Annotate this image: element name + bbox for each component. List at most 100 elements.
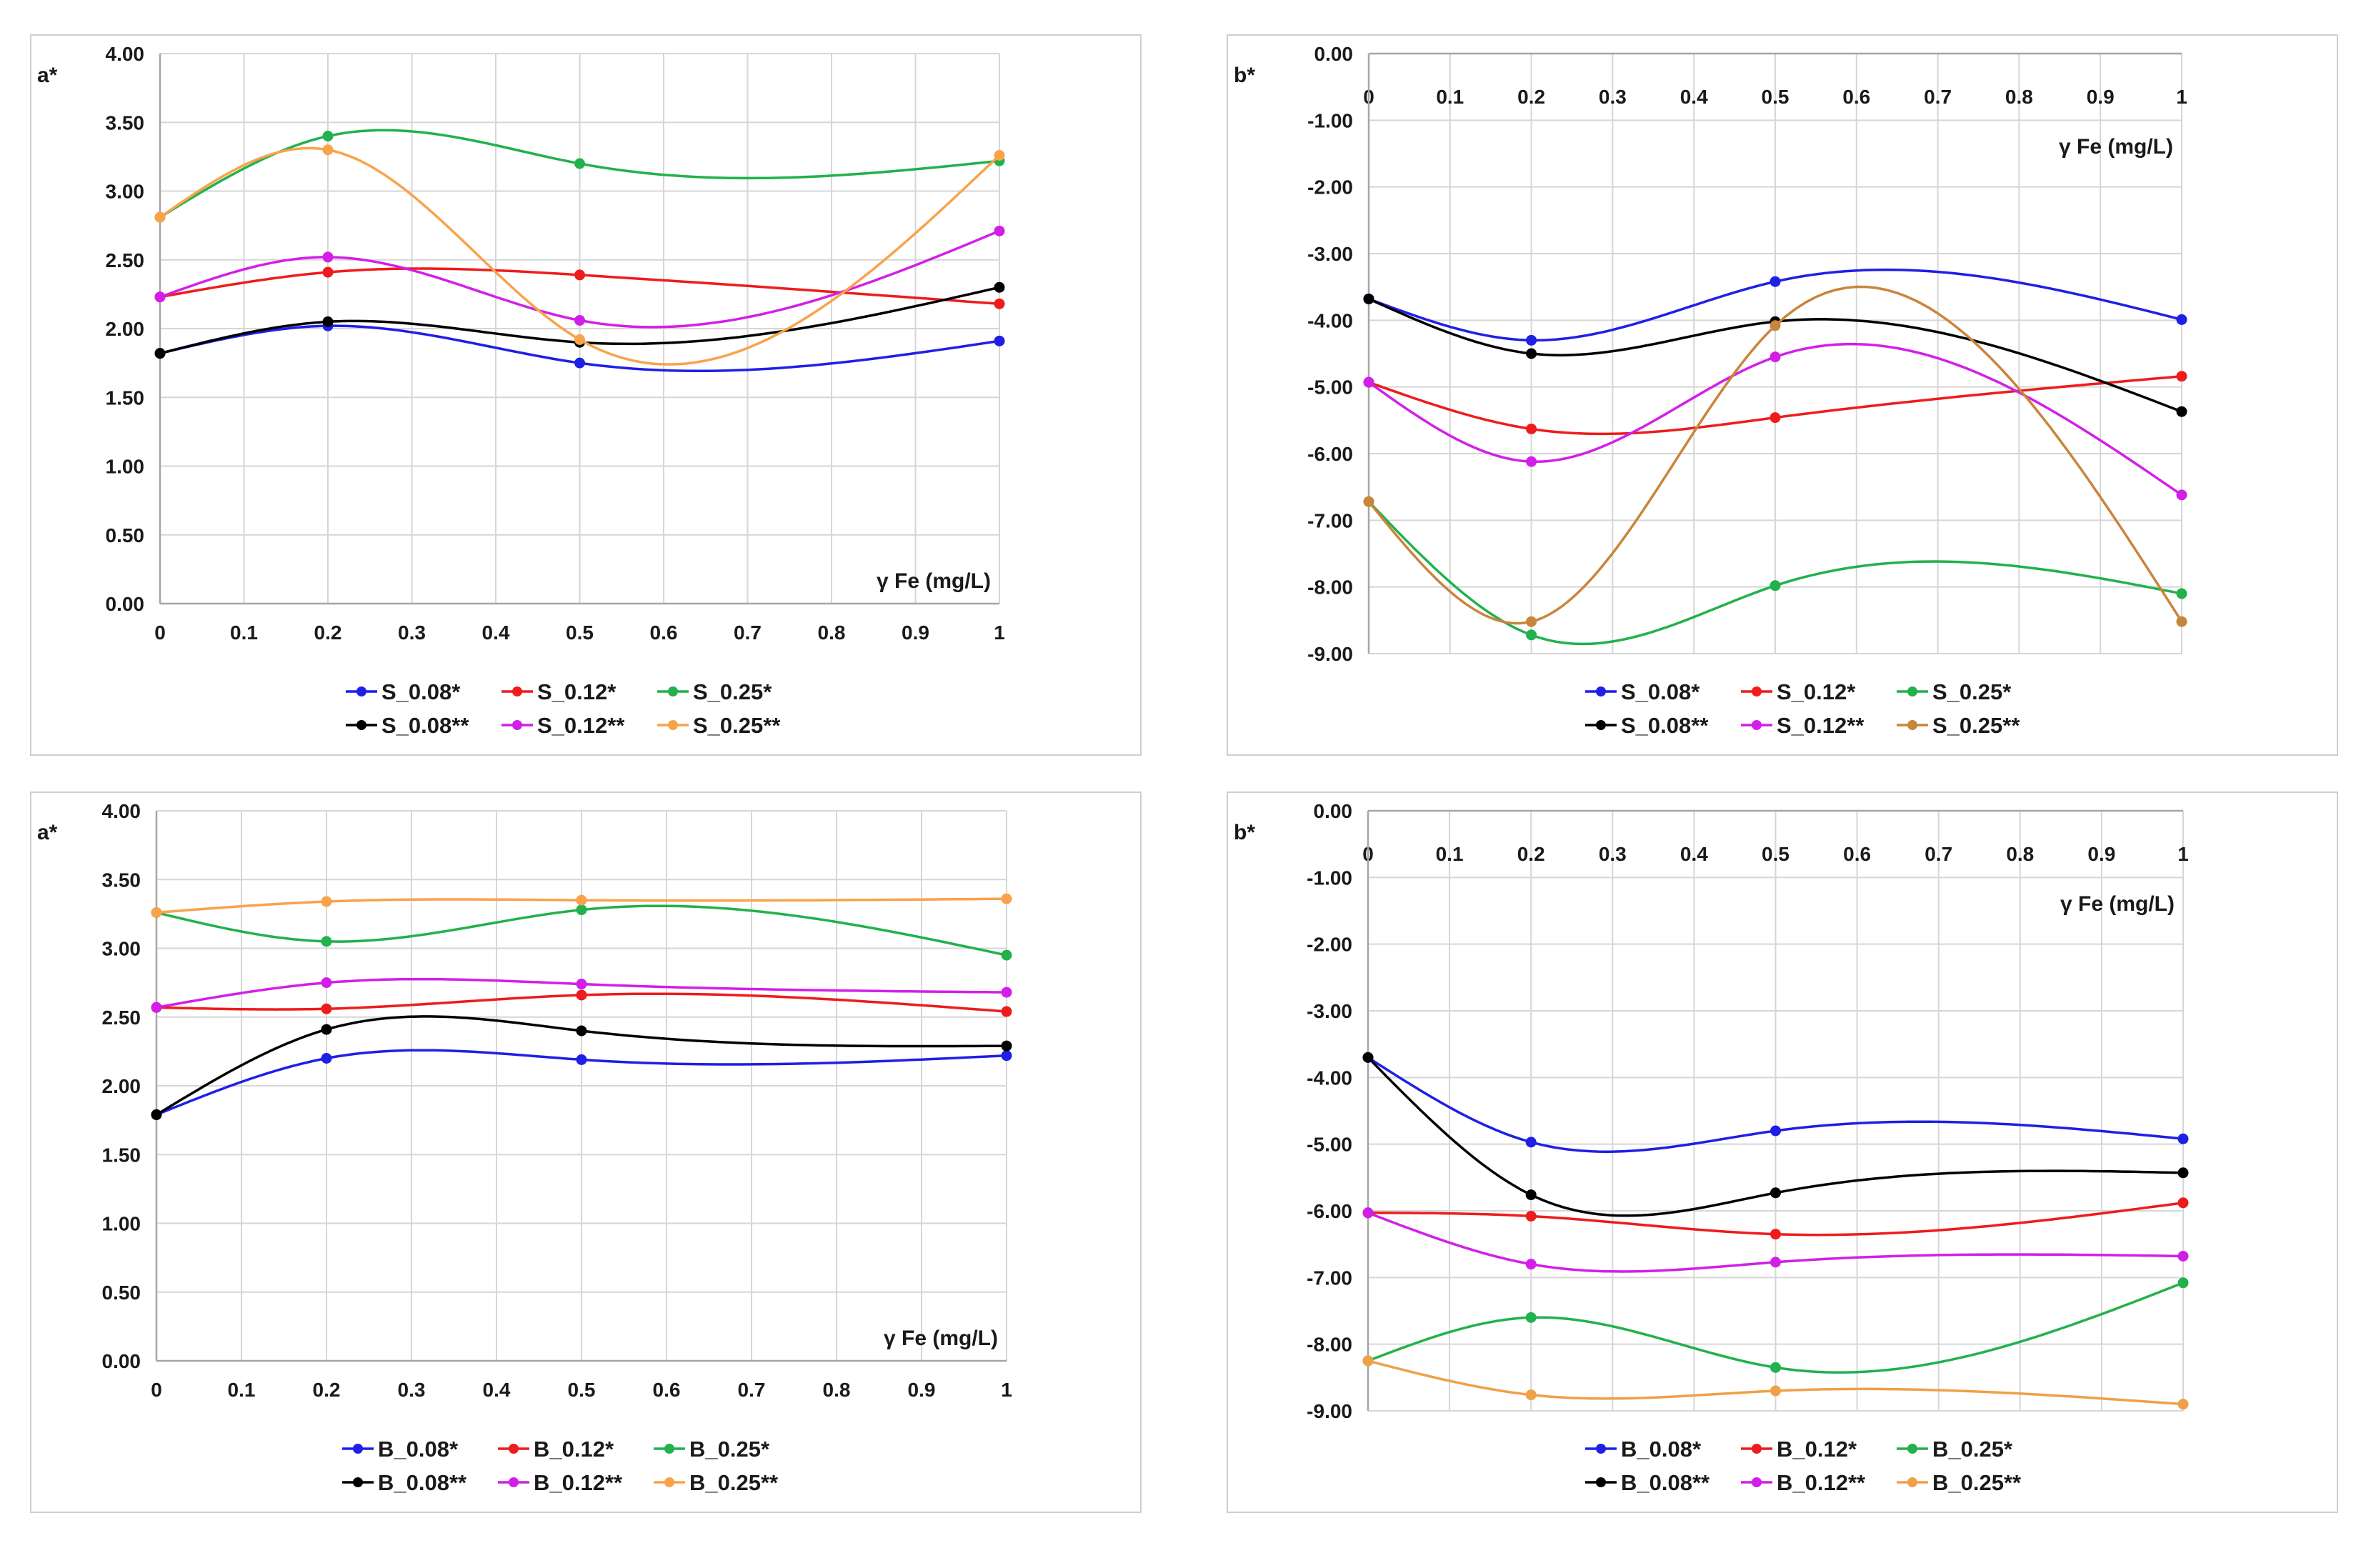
- data-point: [994, 149, 1005, 161]
- chart-panel-a-star-s: 0 0.1 0.2 0.3 0.4 0.5 0.6 0.7 0.8 0.9 1 4.00 3.50 3.0…: [30, 34, 1142, 756]
- legend-label: B_0.12**: [534, 1470, 623, 1495]
- series-line: [1367, 342, 2182, 496]
- y-tick-label: 0.00: [1314, 43, 1354, 65]
- data-point: [1001, 1006, 1012, 1017]
- data-point: [1770, 1385, 1781, 1397]
- series-line: [1367, 285, 2183, 625]
- legend-label: S_0.25**: [1932, 713, 2020, 738]
- data-point: [2176, 371, 2187, 382]
- legend-label: S_0.08*: [381, 679, 461, 704]
- series-line: [1367, 1359, 2184, 1406]
- data-point: [1525, 1210, 1537, 1222]
- legend-swatch-marker: [1752, 686, 1762, 696]
- chart-svg: 0 0.1 0.2 0.3 0.4 0.5 0.6 0.7 0.8 0.9 1 4.00 3.50 3.0…: [37, 43, 1005, 738]
- x-tick-label: 1: [2177, 843, 2189, 865]
- y-axis-label: b*: [1234, 821, 1255, 844]
- y-tick-label: 2.00: [102, 1075, 141, 1097]
- y-tick-label: 1.00: [106, 456, 145, 478]
- x-tick-label: 0.6: [650, 621, 678, 644]
- data-point: [1363, 376, 1374, 388]
- chart-svg: 00.10.20.30.40.50.60.70.80.910.00-1.00-2…: [1234, 43, 2187, 738]
- data-point: [1001, 1050, 1012, 1062]
- data-point: [1001, 1040, 1012, 1052]
- legend-swatch-marker: [1907, 720, 1917, 730]
- data-point: [1770, 1362, 1781, 1373]
- data-point: [574, 269, 585, 281]
- series-line: [156, 977, 1007, 1009]
- data-point: [1525, 1137, 1537, 1148]
- data-point: [151, 1002, 162, 1013]
- data-point: [1526, 348, 1537, 359]
- data-point: [2177, 1133, 2189, 1144]
- x-tick-label: 0: [151, 1379, 162, 1401]
- y-tick-label: -2.00: [1307, 176, 1353, 199]
- legend-swatch-marker: [353, 1477, 363, 1487]
- series-line: [1368, 1202, 2184, 1237]
- x-tick-label: 0.4: [1680, 843, 1708, 865]
- data-point: [576, 979, 587, 990]
- series-line: [159, 324, 1000, 373]
- data-point: [2176, 406, 2187, 417]
- y-tick-label: -3.00: [1307, 243, 1353, 265]
- series-line: [159, 286, 1000, 355]
- series-line: [159, 146, 1001, 366]
- x-tick-label: 0.2: [313, 1379, 341, 1401]
- data-point: [321, 896, 332, 907]
- x-tick-label: 0.2: [1517, 843, 1545, 865]
- legend-label: B_0.25*: [1932, 1437, 2013, 1462]
- legend-label: B_0.08*: [1621, 1437, 1702, 1462]
- y-tick-label: 0.00: [1314, 800, 1353, 822]
- data-point: [1526, 629, 1537, 641]
- data-point: [576, 904, 587, 916]
- x-axis-label: γ Fe (mg/L): [2059, 135, 2173, 159]
- y-tick-label: 3.50: [106, 111, 145, 134]
- data-point: [322, 251, 334, 263]
- series-line: [156, 904, 1007, 957]
- data-point: [1526, 423, 1537, 434]
- data-point: [576, 1054, 587, 1065]
- data-point: [576, 894, 587, 906]
- data-point: [1363, 496, 1374, 507]
- data-point: [151, 1109, 162, 1120]
- x-tick-label: 0.7: [738, 1379, 766, 1401]
- y-tick-label: 4.00: [102, 800, 141, 822]
- chart-svg: 00.10.20.30.40.50.60.70.80.910.00-1.00-2…: [1234, 800, 2189, 1495]
- x-tick-label: 0.7: [1925, 843, 1952, 865]
- data-point: [322, 266, 334, 278]
- data-point: [1770, 412, 1781, 424]
- x-tick-label: 0.1: [230, 621, 258, 644]
- x-tick-label: 1: [2176, 86, 2187, 108]
- data-point: [994, 298, 1005, 309]
- data-point: [576, 989, 587, 1001]
- series-line: [159, 229, 1000, 329]
- y-tick-label: 0.50: [102, 1282, 141, 1304]
- y-tick-label: -5.00: [1307, 376, 1353, 399]
- legend-label: S_0.12*: [1777, 679, 1856, 704]
- legend-swatch-marker: [1752, 1477, 1762, 1487]
- data-point: [1001, 987, 1012, 998]
- x-tick-label: 0.5: [568, 1379, 596, 1401]
- data-point: [2177, 1167, 2189, 1179]
- y-tick-label: 2.50: [102, 1007, 141, 1029]
- x-tick-label: 0.7: [734, 621, 762, 644]
- legend-label: S_0.12**: [537, 713, 625, 738]
- legend-swatch-marker: [509, 1477, 519, 1487]
- legend-label: B_0.08**: [378, 1470, 467, 1495]
- data-point: [2176, 588, 2187, 599]
- y-tick-label: -4.00: [1307, 1067, 1352, 1089]
- legend-label: S_0.25**: [693, 713, 781, 738]
- y-tick-label: -8.00: [1307, 1334, 1352, 1356]
- data-point: [1770, 276, 1781, 287]
- x-tick-label: 0.4: [1680, 86, 1708, 108]
- data-point: [2177, 1277, 2189, 1289]
- series-line: [1367, 500, 2182, 646]
- legend-label: S_0.25*: [1932, 679, 2012, 704]
- data-point: [994, 225, 1005, 236]
- data-point: [1770, 580, 1781, 591]
- data-point: [321, 1003, 332, 1014]
- data-point: [1362, 1052, 1374, 1063]
- x-tick-label: 0.9: [2087, 843, 2115, 865]
- y-tick-label: -1.00: [1307, 109, 1353, 131]
- data-point: [994, 335, 1005, 346]
- legend-swatch-marker: [512, 686, 522, 696]
